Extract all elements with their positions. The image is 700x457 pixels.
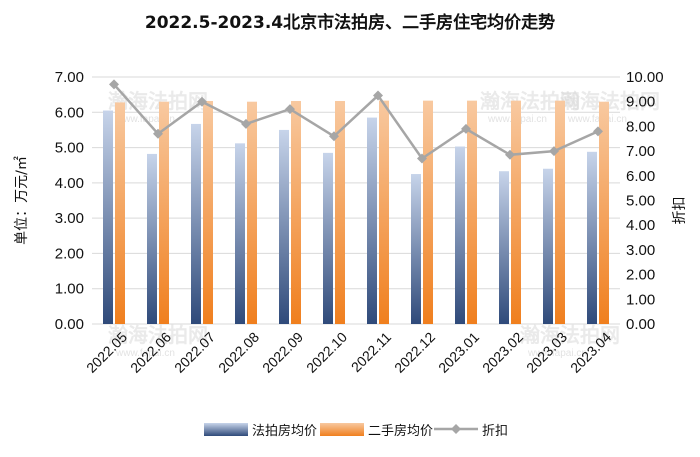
y2-tick-label: 10.00 (626, 69, 664, 86)
y2-tick-label: 0.00 (626, 316, 655, 333)
y2-tick-label: 4.00 (626, 217, 655, 234)
bar-auction-price (235, 143, 245, 324)
y2-tick-label: 6.00 (626, 168, 655, 185)
legend-swatch-secondhand (320, 423, 364, 436)
bar-auction-price (455, 146, 465, 324)
bar-secondhand-price (159, 101, 169, 324)
y2-tick-label: 9.00 (626, 94, 655, 111)
discount-point (241, 118, 251, 129)
bar-secondhand-price (379, 100, 389, 325)
y2-tick-label: 2.00 (626, 267, 655, 284)
bar-secondhand-price (423, 100, 433, 325)
bar-secondhand-price (115, 102, 125, 324)
discount-point (549, 146, 559, 157)
watermark-url: www.fapai.cn (567, 114, 627, 125)
x-tick-label: 2023.01 (435, 329, 482, 376)
y2-tick-label: 1.00 (626, 291, 655, 308)
bar-auction-price (411, 174, 421, 324)
x-tick-label: 2022.10 (303, 329, 350, 376)
y-tick-label: 5.00 (55, 140, 84, 157)
y-tick-label: 3.00 (55, 210, 84, 227)
bar-auction-price (367, 117, 377, 324)
bar-auction-price (147, 153, 157, 324)
legend-label-secondhand: 二手房均价 (368, 423, 433, 439)
y2-axis-title: 折扣 (672, 197, 688, 225)
y2-tick-label: 3.00 (626, 242, 655, 259)
bar-auction-price (103, 110, 113, 325)
legend-marker-discount (451, 424, 461, 434)
bar-secondhand-price (467, 100, 477, 325)
y2-tick-label: 7.00 (626, 143, 655, 160)
y-tick-label: 1.00 (55, 281, 84, 298)
y2-tick-label: 5.00 (626, 193, 655, 210)
bar-auction-price (543, 168, 553, 324)
bar-secondhand-price (203, 100, 213, 324)
x-tick-label: 2022.12 (391, 329, 438, 376)
discount-point (373, 90, 383, 101)
discount-point (505, 149, 515, 160)
discount-point (593, 126, 603, 137)
bar-auction-price (191, 123, 201, 325)
y-tick-label: 7.00 (55, 69, 84, 86)
legend-label-auction: 法拍房均价 (252, 423, 317, 439)
watermark-text: 瀚海法拍网 (560, 89, 660, 113)
bar-secondhand-price (335, 100, 345, 324)
x-tick-label: 2022.09 (259, 329, 306, 376)
watermark-text: 瀚海法拍网 (108, 323, 208, 347)
watermark-url: www.fapai.cn (115, 348, 175, 359)
y-tick-label: 4.00 (55, 175, 84, 192)
y-tick-label: 6.00 (55, 104, 84, 121)
x-tick-label: 2022.08 (215, 329, 262, 376)
discount-point (197, 96, 207, 107)
discount-point (461, 123, 471, 134)
y2-tick-label: 8.00 (626, 118, 655, 135)
discount-point (417, 153, 427, 164)
bar-secondhand-price (247, 101, 257, 324)
y-axis-title: 单位：万元/㎡ (14, 156, 30, 245)
bar-auction-price (499, 171, 509, 324)
bar-auction-price (323, 152, 333, 324)
bar-auction-price (279, 129, 289, 324)
watermark-text: 瀚海法拍网 (520, 323, 620, 347)
discount-line (113, 83, 599, 161)
legend-label-discount: 折扣 (482, 424, 508, 439)
legend-swatch-auction (204, 423, 248, 436)
discount-point (109, 79, 119, 90)
bar-secondhand-price (555, 100, 565, 325)
bar-secondhand-price (599, 101, 609, 324)
bar-secondhand-price (291, 100, 301, 324)
bar-auction-price (587, 151, 597, 324)
watermark-url: www.fapai.cn (527, 348, 587, 359)
discount-point (329, 131, 339, 142)
bar-secondhand-price (511, 100, 521, 325)
discount-point (285, 104, 295, 115)
x-tick-label: 2022.11 (348, 329, 395, 376)
y-tick-label: 2.00 (55, 245, 84, 262)
discount-point (153, 128, 163, 139)
chart-title: 2022.5-2023.4北京市法拍房、二手房住宅均价走势 (144, 13, 556, 33)
x-tick-label: 2023.02 (479, 329, 526, 376)
y-tick-label: 0.00 (55, 316, 84, 333)
